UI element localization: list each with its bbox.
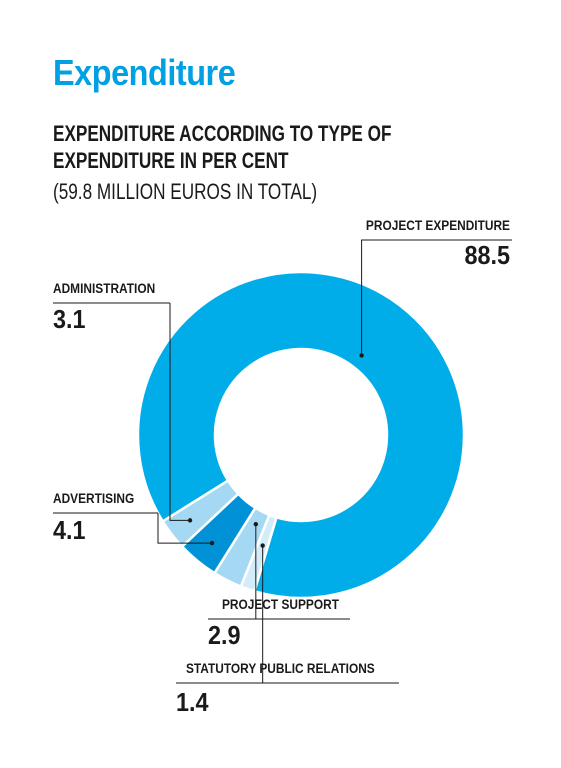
label-name-project-support: PROJECT SUPPORT [222, 596, 339, 612]
slice-administration [161, 478, 241, 549]
label-value-administration: 3.1 [53, 306, 86, 334]
donut-slices [136, 270, 466, 600]
leader-dot-project-expenditure [359, 353, 364, 358]
label-value-statutory-public-relations: 1.4 [176, 689, 209, 717]
leader-dot-project-support [253, 522, 259, 527]
slice-project-expenditure [136, 270, 466, 600]
slice-labels: PROJECT EXPENDITURE 88.5 STATUTORY PUBLIC … [53, 217, 512, 717]
label-value-advertising: 4.1 [53, 517, 86, 545]
chart-title: EXPENDITURE ACCORDING TO TYPE OF EXPENDI… [53, 120, 391, 174]
leader-dot-statutory-public-relations [260, 543, 265, 548]
chart-title-line-1: EXPENDITURE ACCORDING TO TYPE OF [53, 121, 392, 146]
chart-title-line-2: EXPENDITURE IN PER CENT [53, 148, 289, 173]
label-name-project-expenditure: PROJECT EXPENDITURE [366, 217, 510, 233]
leader-line-administration [53, 302, 191, 521]
label-name-advertising: ADVERTISING [53, 490, 134, 506]
leader-line-project-support [208, 524, 350, 620]
chart-subtitle: (59.8 MILLION EUROS IN TOTAL) [53, 179, 318, 204]
leader-line-advertising [53, 512, 213, 544]
label-value-project-expenditure: 88.5 [464, 242, 510, 270]
label-value-project-support: 2.9 [208, 622, 241, 650]
label-name-administration: ADMINISTRATION [53, 280, 155, 296]
label-name-statutory-public-relations: STATUTORY PUBLIC RELATIONS [186, 660, 375, 676]
section-title: Expenditure [53, 52, 236, 93]
leader-line-project-expenditure [361, 239, 512, 356]
leader-dot-advertising [209, 540, 215, 546]
leader-dot-administration [187, 518, 193, 523]
leader-line-statutory-public-relations [176, 545, 399, 684]
